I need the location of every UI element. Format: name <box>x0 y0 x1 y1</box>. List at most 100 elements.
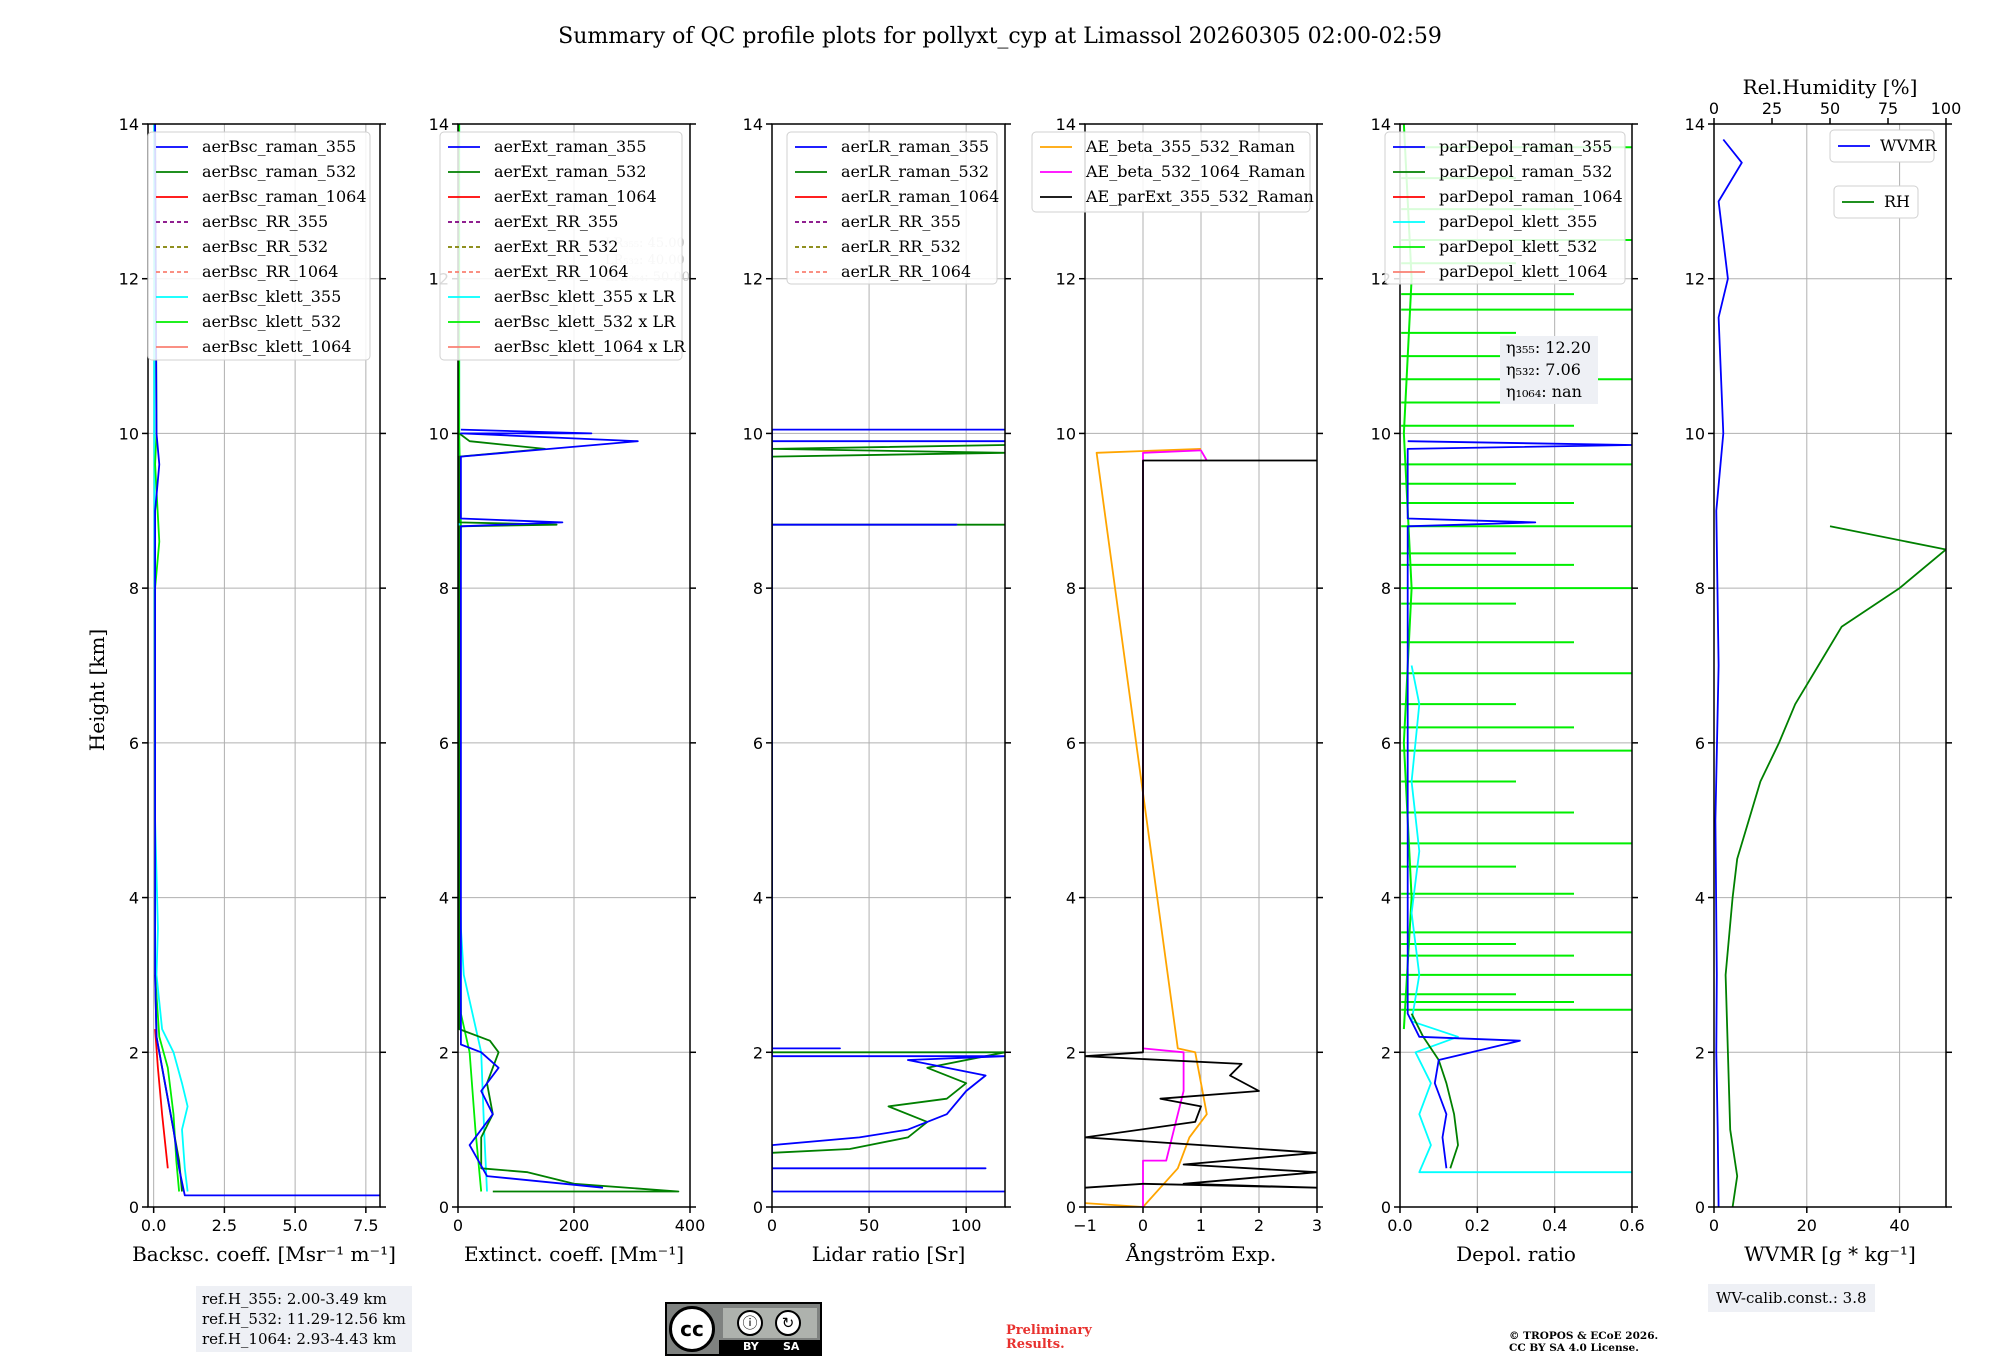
series-AE_beta_532_1064_Raman <box>1142 449 1208 1207</box>
legend-box <box>147 131 371 361</box>
x-tick-label: 0.6 <box>1619 1216 1644 1235</box>
y-tick-label: 2 <box>1381 1043 1391 1062</box>
x-axis-label: Depol. ratio <box>1456 1242 1576 1266</box>
y-tick-label: 10 <box>1685 424 1705 443</box>
legend-label: parDepol_klett_532 <box>1439 237 1597 256</box>
axes-frame <box>1713 123 1947 1208</box>
series-group <box>1401 124 1632 1174</box>
reference-heights-box: ref.H_355: 2.00-3.49 km ref.H_532: 11.29… <box>196 1286 412 1352</box>
y-tick-label: 10 <box>1056 424 1076 443</box>
legend-angstrom: AE_beta_355_532_Raman AE_beta_532_1064_Ra… <box>1031 131 1314 213</box>
series-RH <box>1724 525 1946 1207</box>
x-tick-label: 2.5 <box>212 1216 237 1235</box>
legend-label: aerBsc_klett_1064 <box>202 337 351 356</box>
preliminary-line-2: Results. <box>1006 1337 1065 1352</box>
annotation-eta: η₃₅₅: 12.20 <box>1506 338 1591 357</box>
cc-by-sa-license-badge: cc ⓘ ↻ BY SA <box>665 1302 822 1356</box>
y-tick-label: 12 <box>119 270 139 289</box>
legend-label: WVMR <box>1880 136 1937 155</box>
y-tick-label: 6 <box>1066 734 1076 753</box>
x-tick-label: 7.5 <box>353 1216 378 1235</box>
preliminary-line-1: Preliminary <box>1006 1323 1092 1338</box>
legend-label: aerBsc_klett_355 x LR <box>494 287 676 306</box>
x-tick-label: 200 <box>559 1216 590 1235</box>
x-tick-label: 1 <box>1196 1216 1206 1235</box>
x-tick-label: 5.0 <box>282 1216 307 1235</box>
y-tick-label: 0 <box>1066 1198 1076 1217</box>
y-tick-label: 12 <box>1056 270 1076 289</box>
legend-label: AE_beta_355_532_Raman <box>1085 137 1295 156</box>
legend-label: aerLR_RR_355 <box>841 212 961 231</box>
y-tick-label: 8 <box>1381 579 1391 598</box>
y-tick-label: 2 <box>1066 1043 1076 1062</box>
figure-title: Summary of QC profile plots for pollyxt_… <box>558 24 1442 49</box>
x-axis-label: Extinct. coeff. [Mm⁻¹] <box>464 1242 684 1266</box>
y-tick-label: 14 <box>1371 115 1391 134</box>
copyright-line-2: CC BY SA 4.0 License. <box>1509 1342 1639 1354</box>
series-group <box>1085 448 1317 1207</box>
y-tick-label: 8 <box>1066 579 1076 598</box>
legend-label: aerExt_RR_355 <box>494 212 618 231</box>
legend-label: aerExt_raman_355 <box>494 137 647 156</box>
y-tick-label: 4 <box>1695 889 1705 908</box>
legend-label: aerBsc_raman_1064 <box>202 187 367 206</box>
legend-box <box>1384 131 1626 285</box>
y-tick-label: 8 <box>753 579 763 598</box>
series-AE_beta_355_532_Raman <box>1085 448 1208 1207</box>
y-tick-label: 4 <box>753 889 763 908</box>
x-axis-label: Ångström Exp. <box>1125 1241 1276 1266</box>
legend-label: aerLR_raman_355 <box>841 137 989 156</box>
y-tick-label: 6 <box>1381 734 1391 753</box>
annotation-eta: η₁₀₆₄: nan <box>1506 382 1582 401</box>
top-x-tick-label: 75 <box>1878 99 1898 118</box>
annotation-eta: η₅₃₂: 7.06 <box>1506 360 1581 379</box>
y-tick-label: 2 <box>439 1043 449 1062</box>
y-tick-label: 14 <box>119 115 139 134</box>
y-tick-label: 6 <box>439 734 449 753</box>
legend-label: parDepol_klett_355 <box>1439 212 1597 231</box>
axes-frame <box>147 123 381 1208</box>
license-by-label: BY <box>743 1340 759 1353</box>
y-tick-label: 10 <box>429 424 449 443</box>
top-x-tick-label: 0 <box>1709 99 1719 118</box>
license-foot: BY SA <box>719 1340 820 1354</box>
x-tick-label: 0 <box>1138 1216 1148 1235</box>
legend-label: aerLR_raman_1064 <box>841 187 999 206</box>
x-tick-label: 0 <box>1709 1216 1719 1235</box>
legend-label: aerBsc_klett_1064 x LR <box>494 337 686 356</box>
legend-label: RH <box>1884 192 1910 211</box>
y-tick-label: 6 <box>129 734 139 753</box>
y-tick-label: 8 <box>1695 579 1705 598</box>
series-aerLR_raman_355 <box>772 428 1005 1193</box>
x-axis-label: WVMR [g * kg⁻¹] <box>1744 1242 1916 1266</box>
x-tick-label: 0.0 <box>141 1216 166 1235</box>
series-parDepol_klett_355 <box>1410 665 1632 1174</box>
y-tick-label: 10 <box>743 424 763 443</box>
x-tick-label: 0 <box>453 1216 463 1235</box>
legend-label: parDepol_raman_1064 <box>1439 187 1623 206</box>
cc-icon: cc <box>669 1306 715 1352</box>
legend-label: AE_beta_532_1064_Raman <box>1085 162 1305 181</box>
ref-height-532: ref.H_532: 11.29-12.56 km <box>202 1310 406 1328</box>
legend-label: aerBsc_RR_355 <box>202 212 328 231</box>
legend-box <box>1829 129 1935 163</box>
wv-calibration-note: WV-calib.const.: 3.8 <box>1708 1284 1875 1312</box>
x-tick-label: 400 <box>675 1216 706 1235</box>
series-group <box>153 124 380 1197</box>
legend-label: aerBsc_klett_532 <box>202 312 341 331</box>
legend-backscatter: aerBsc_raman_355 aerBsc_raman_532 aerBsc_r… <box>147 131 371 361</box>
y-tick-label: 0 <box>129 1198 139 1217</box>
license-icons: ⓘ ↻ <box>723 1308 817 1338</box>
axes-frame <box>771 123 1006 1208</box>
y-tick-label: 10 <box>1371 424 1391 443</box>
series-aerLR_raman_532 <box>772 444 1005 1154</box>
y-tick-label: 14 <box>429 115 449 134</box>
y-tick-label: 2 <box>1695 1043 1705 1062</box>
legend-box <box>1031 131 1311 213</box>
legend-label: aerLR_RR_532 <box>841 237 961 256</box>
